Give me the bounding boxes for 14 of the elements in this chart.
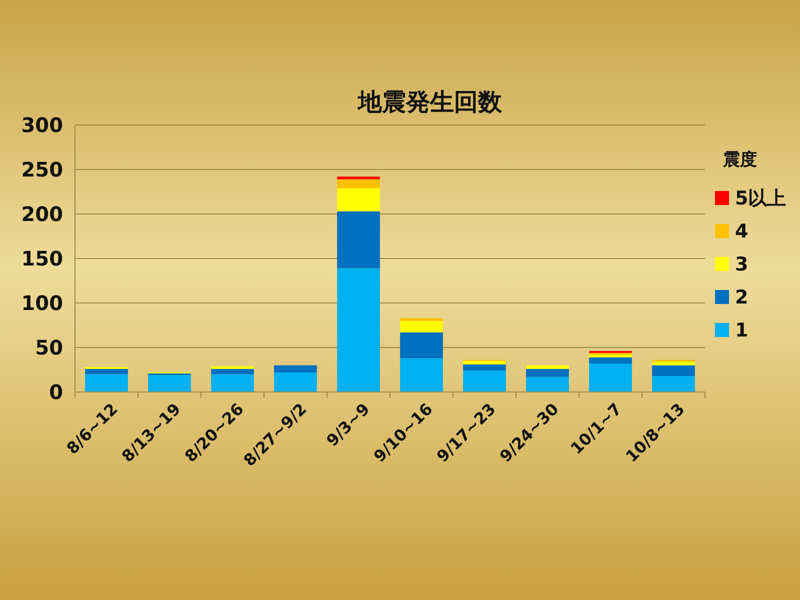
y-tick-label: 200 [21, 202, 63, 226]
legend-label: 4 [735, 220, 748, 243]
y-tick-label: 100 [21, 291, 63, 315]
chart-title: 地震発生回数 [357, 88, 503, 116]
y-tick-label: 50 [35, 336, 63, 360]
legend-title: 震度 [722, 150, 757, 170]
legend-label: 2 [735, 286, 748, 309]
legend-label: 3 [735, 254, 748, 276]
y-tick-label: 250 [21, 158, 63, 182]
y-tick-label: 0 [49, 380, 63, 404]
y-tick-label: 150 [21, 246, 63, 270]
y-tick-label: 300 [21, 113, 63, 137]
legend-label: 5以上 [735, 188, 786, 210]
legend-label: 1 [735, 320, 748, 342]
